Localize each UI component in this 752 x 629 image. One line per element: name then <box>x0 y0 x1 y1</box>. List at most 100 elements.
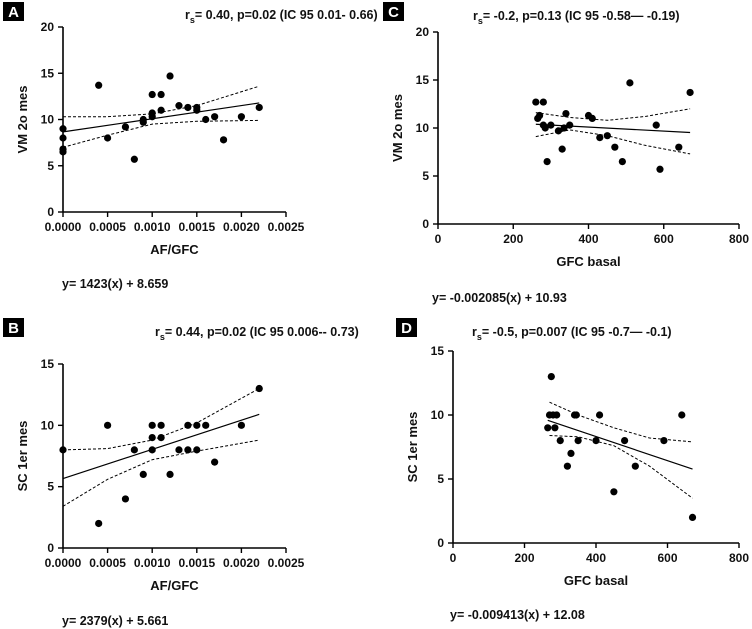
regression-line <box>547 419 693 470</box>
ci-lower-band <box>62 439 260 507</box>
data-point <box>660 437 668 445</box>
x-tick-label: 0.0020 <box>223 220 260 234</box>
data-point <box>139 470 147 478</box>
data-point <box>59 125 67 133</box>
y-tick-label: 0 <box>47 541 54 555</box>
data-point <box>563 462 572 470</box>
data-point <box>566 121 574 129</box>
data-point <box>621 437 629 445</box>
ci-lower-band <box>62 119 260 148</box>
y-tick-label: 0 <box>47 205 54 219</box>
x-tick-label: 800 <box>729 551 749 565</box>
x-tick-label: 0.0020 <box>223 556 260 570</box>
data-point <box>148 109 156 117</box>
ci-upper-band <box>63 85 260 118</box>
data-point <box>148 434 156 442</box>
data-point <box>592 437 600 445</box>
y-tick-label: 5 <box>422 169 429 183</box>
data-point <box>678 411 686 419</box>
panel-badge <box>3 318 24 337</box>
x-tick-label: 0.0000 <box>45 556 82 570</box>
y-axis-title: SC 1er mes <box>15 421 30 492</box>
data-point <box>166 72 174 80</box>
data-point <box>539 98 547 106</box>
data-point <box>157 90 165 99</box>
regression-line <box>62 102 260 133</box>
x-axis-title: GFC basal <box>556 254 620 269</box>
stats-label: rs= 0.44, p=0.02 (IC 95 0.006-- 0.73) <box>155 325 359 342</box>
y-axis-title: VM 2o mes <box>390 94 405 162</box>
regression-equation: y= -0.009413(x) + 12.08 <box>450 608 585 622</box>
data-point <box>139 115 147 124</box>
data-point <box>572 411 580 419</box>
y-tick-label: 15 <box>431 344 445 358</box>
data-point <box>656 165 664 173</box>
data-point <box>618 158 626 166</box>
y-tick-label: 15 <box>416 73 430 87</box>
x-tick-label: 0 <box>450 551 457 565</box>
data-point <box>544 424 552 432</box>
data-point <box>184 103 192 112</box>
x-tick-label: 0.0010 <box>134 220 171 234</box>
data-point <box>610 488 618 496</box>
panel-label: D <box>401 320 412 337</box>
x-tick-label: 800 <box>729 232 749 246</box>
regression-equation: y= 1423(x) + 8.659 <box>62 277 168 291</box>
data-point <box>554 127 563 135</box>
y-tick-label: 20 <box>41 20 55 34</box>
data-point <box>237 421 245 429</box>
y-tick-label: 15 <box>41 66 55 80</box>
x-tick-label: 0 <box>435 232 442 246</box>
data-point <box>184 421 192 429</box>
data-point <box>104 421 112 429</box>
ci-upper-band <box>535 108 691 121</box>
y-tick-label: 5 <box>47 159 54 173</box>
data-point <box>631 462 639 470</box>
panel-label: C <box>388 4 399 21</box>
x-tick-label: 400 <box>586 551 606 565</box>
x-axis-title: AF/GFC <box>150 578 199 593</box>
data-point <box>193 421 201 429</box>
data-point <box>175 102 183 110</box>
data-point <box>95 519 103 528</box>
y-tick-label: 10 <box>416 121 430 135</box>
data-point <box>603 132 611 140</box>
ci-lower-band <box>549 435 693 499</box>
x-tick-label: 600 <box>654 232 674 246</box>
x-tick-label: 0.0025 <box>268 220 305 234</box>
data-point <box>157 421 165 429</box>
x-axis-title: GFC basal <box>564 573 628 588</box>
data-point <box>551 424 559 432</box>
data-point <box>95 81 103 89</box>
x-axis-title: AF/GFC <box>150 242 199 257</box>
y-tick-label: 10 <box>41 113 55 127</box>
data-point <box>626 79 634 87</box>
data-point <box>157 434 165 442</box>
data-point <box>59 446 67 454</box>
x-tick-label: 0.0010 <box>134 556 171 570</box>
data-point <box>588 114 596 122</box>
data-point <box>166 470 174 478</box>
data-point <box>560 124 568 132</box>
data-point <box>574 437 582 445</box>
data-point <box>543 158 551 166</box>
x-tick-label: 200 <box>514 551 534 565</box>
y-tick-label: 5 <box>47 480 54 494</box>
data-point <box>688 513 697 522</box>
data-point <box>556 437 564 445</box>
data-point <box>130 155 138 163</box>
y-tick-label: 5 <box>437 472 444 486</box>
data-point <box>104 134 112 142</box>
y-tick-label: 0 <box>422 217 429 231</box>
panel-label: A <box>8 4 19 21</box>
stats-label: rs= -0.2, p=0.13 (IC 95 -0.58— -0.19) <box>473 9 680 26</box>
data-point <box>148 90 156 99</box>
regression-equation: y= 2379(x) + 5.661 <box>62 614 168 628</box>
y-axis-title: SC 1er mes <box>405 412 420 483</box>
data-point <box>532 98 540 106</box>
data-point <box>652 121 660 129</box>
